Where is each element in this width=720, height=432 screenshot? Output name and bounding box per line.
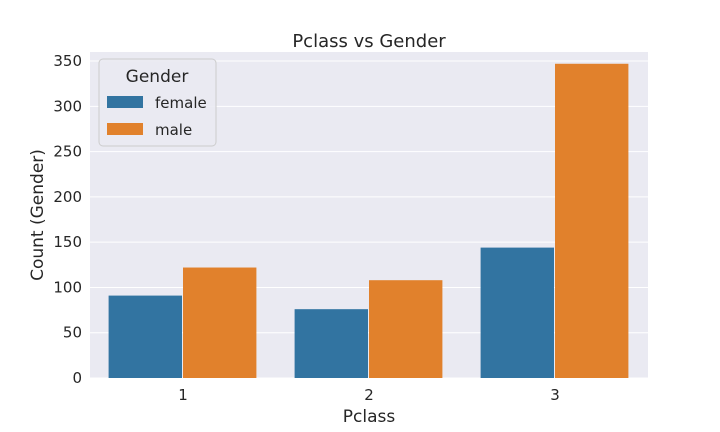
x-tick-label: 3 (550, 386, 560, 404)
bar-female-pclass-1 (108, 295, 182, 378)
bar-male-pclass-3 (555, 63, 629, 379)
legend-label-female: female (155, 94, 207, 112)
y-tick-label: 250 (53, 143, 82, 161)
bars (108, 63, 629, 379)
legend: Gender female male (98, 58, 217, 147)
y-axis-label: Count (Gender) (28, 149, 48, 281)
legend-title: Gender (126, 67, 189, 87)
y-tick-label: 0 (72, 369, 82, 387)
x-tick-label: 2 (364, 386, 374, 404)
x-axis-label: Pclass (343, 407, 396, 427)
chart-title: Pclass vs Gender (292, 31, 446, 52)
y-tick-label: 300 (53, 97, 82, 115)
bar-male-pclass-2 (369, 280, 443, 378)
y-tick-label: 150 (53, 233, 82, 251)
y-tick-label: 350 (53, 52, 82, 70)
legend-swatch-male (107, 123, 143, 135)
legend-label-male: male (155, 121, 192, 139)
y-tick-label: 50 (63, 324, 82, 342)
x-tick-label: 1 (178, 386, 188, 404)
y-tick-label: 200 (53, 188, 82, 206)
bar-female-pclass-2 (294, 309, 368, 378)
bar-female-pclass-3 (480, 247, 554, 378)
x-tick-labels: 1 2 3 (178, 386, 560, 404)
legend-swatch-female (107, 96, 143, 108)
bar-male-pclass-1 (183, 267, 257, 378)
y-tick-label: 100 (53, 278, 82, 296)
y-tick-labels: 0 50 100 150 200 250 300 350 (53, 52, 82, 387)
